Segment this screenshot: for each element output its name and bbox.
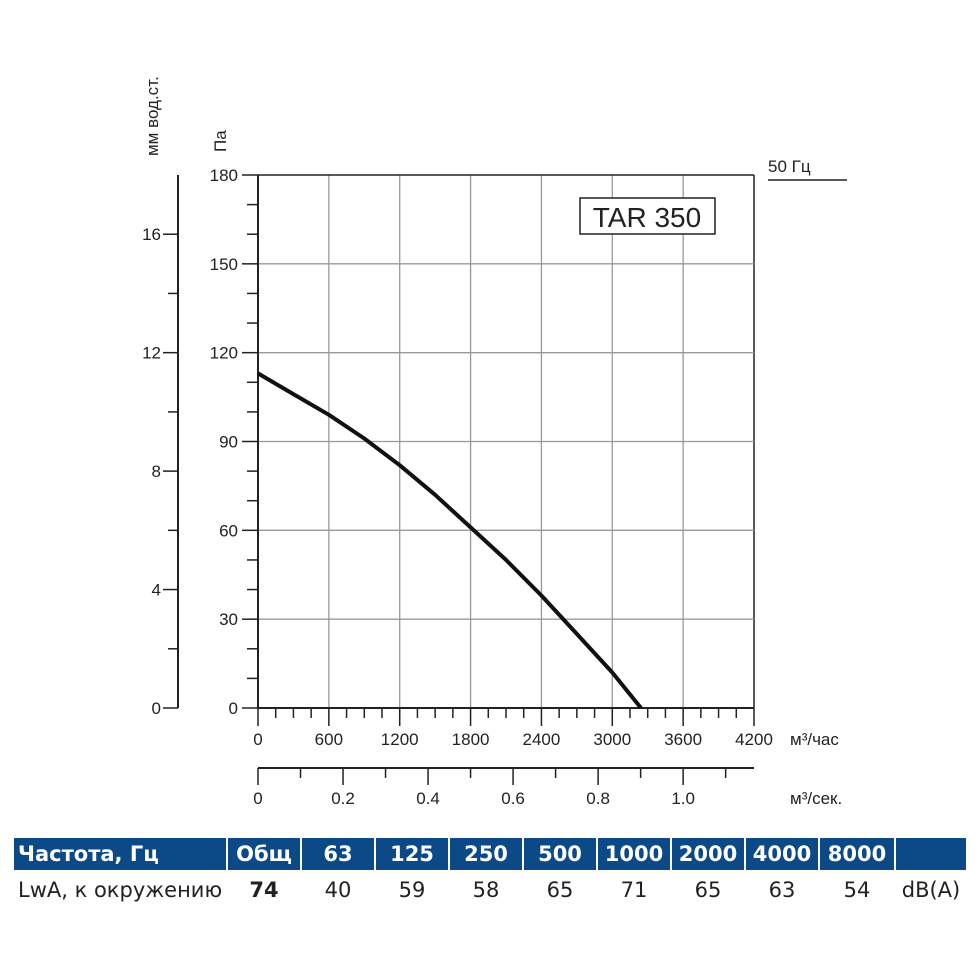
table-cell: 71 — [620, 878, 648, 902]
x-axis-label: м³/час — [790, 730, 839, 749]
y-tick-label-secondary: 4 — [152, 581, 161, 600]
table-header-cell: Частота, Гц — [14, 838, 226, 870]
y-tick-label: 30 — [219, 610, 238, 629]
y-tick-label: 0 — [229, 699, 238, 718]
x-tick-label: 3600 — [664, 730, 702, 749]
table-header-cell: 8000 — [820, 838, 894, 870]
table-header-cell: 125 — [376, 838, 448, 870]
y-tick-label: 180 — [210, 166, 238, 185]
table-header-cell: 250 — [450, 838, 522, 870]
x-tick-label: 4200 — [735, 730, 773, 749]
y-axis-label-secondary: мм вод.ст. — [143, 76, 162, 156]
model-label: TAR 350 — [593, 202, 701, 233]
table-cell: 65 — [546, 878, 574, 902]
x-tick-label: 600 — [315, 730, 343, 749]
table-cell: 74 — [249, 878, 279, 902]
y-axis-label: Па — [211, 130, 230, 152]
table-cell: 59 — [398, 878, 426, 902]
x-tick-label: 2400 — [523, 730, 561, 749]
x-tick-label-secondary: 0.4 — [416, 789, 440, 808]
y-tick-label: 150 — [210, 255, 238, 274]
table-cell: 54 — [843, 878, 871, 902]
table-header-cell: 4000 — [746, 838, 818, 870]
x-tick-label: 3000 — [593, 730, 631, 749]
y-tick-label-secondary: 0 — [152, 699, 161, 718]
x-tick-label-secondary: 0.6 — [501, 789, 525, 808]
x-tick-label-secondary: 0.2 — [331, 789, 355, 808]
fan-curve — [256, 371, 643, 710]
table-cell: 40 — [324, 878, 352, 902]
x-tick-label: 0 — [253, 730, 262, 749]
table-cell: LwA, к окружению — [18, 878, 223, 902]
table-header-cell: 500 — [524, 838, 596, 870]
x-tick-label: 1800 — [452, 730, 490, 749]
table-header-cell — [896, 838, 966, 870]
x-tick-label-secondary: 0.8 — [586, 789, 610, 808]
y-tick-label-secondary: 16 — [142, 225, 161, 244]
y-tick-label: 90 — [219, 433, 238, 452]
table-header-cell: 63 — [302, 838, 374, 870]
y-tick-label-secondary: 8 — [152, 462, 161, 481]
table-cell: 58 — [472, 878, 500, 902]
sound-table: Частота, Гц Общ 63 125 250 500 1000 2000 4000 800… — [14, 838, 966, 908]
frequency-label: 50 Гц — [768, 157, 811, 176]
x-tick-label-secondary: 0 — [253, 789, 262, 808]
table-cell: 63 — [768, 878, 796, 902]
table-header-cell: 1000 — [598, 838, 670, 870]
model-label-box — [579, 197, 716, 235]
x-tick-label-secondary: 1.0 — [671, 789, 695, 808]
table-cell: 65 — [694, 878, 722, 902]
y-tick-label-secondary: 12 — [142, 344, 161, 363]
table-cell: dB(A) — [901, 878, 961, 902]
x-tick-label: 1200 — [381, 730, 419, 749]
table-row: LwA, к окружению 74 40 59 58 65 71 65 63 54 dB(A) — [14, 870, 966, 908]
y-tick-label: 120 — [210, 344, 238, 363]
table-header-cell: Общ — [228, 838, 300, 870]
x-axis-label-secondary: м³/сек. — [790, 789, 842, 808]
y-tick-label: 60 — [219, 521, 238, 540]
table-header-cell: 2000 — [672, 838, 744, 870]
table-header-row: Частота, Гц Общ 63 125 250 500 1000 2000 4000 800… — [14, 838, 966, 870]
